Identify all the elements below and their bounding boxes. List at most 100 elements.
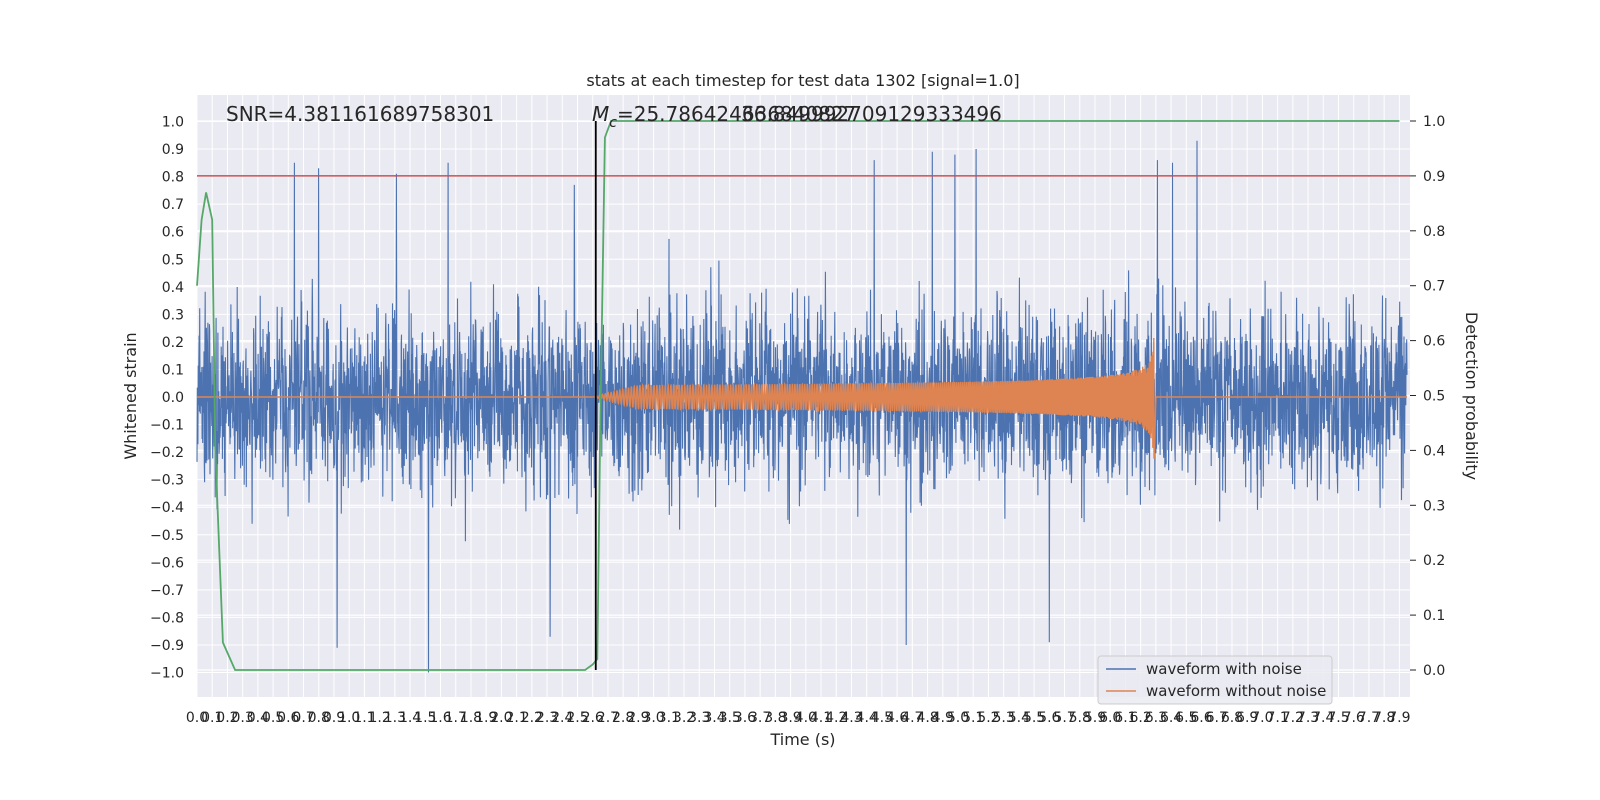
chirp-mass-symbol: M (592, 102, 609, 126)
x-tick-label: 0.3 (232, 710, 254, 726)
y2-tick-label: 0.5 (1423, 389, 1445, 405)
y-axis-ticks: 1.0 0.9 0.8 0.7 0.6 0.5 0.4 0.3 0.2 0.1 0.0 −0.1 −0.… (150, 115, 184, 682)
chart-title: stats at each timestep for test data 130… (586, 71, 1019, 90)
x-tick-label: 7.7 (1358, 710, 1380, 726)
y-tick-label: −0.7 (150, 583, 184, 599)
y-tick-label: 1.0 (162, 115, 184, 131)
x-tick-label: 1.3 (384, 710, 406, 726)
x-tick-label: 5.6 (1038, 710, 1060, 726)
x-tick-label: 5.8 (1069, 710, 1091, 726)
x-tick-label: 1.8 (460, 710, 482, 726)
noise-line (196, 140, 1408, 673)
x-tick-label: 4.3 (840, 710, 862, 726)
y-tick-label: −0.4 (150, 500, 184, 516)
x-tick-label: 6.6 (1190, 710, 1212, 726)
x-tick-label: 2.9 (627, 710, 649, 726)
y-tick-label: −0.6 (150, 555, 184, 571)
chirp-line (592, 337, 1407, 459)
y-tick-label: 0.9 (162, 142, 184, 158)
y-tick-label: 0.5 (162, 252, 184, 268)
x-tick-label: 4.9 (932, 710, 954, 726)
y2-tick-label: 0.6 (1423, 334, 1445, 350)
series-detection-probability (196, 120, 1400, 671)
x-tick-label: 5.5 (1023, 710, 1045, 726)
x-tick-label: 2.5 (566, 710, 588, 726)
y-tick-label: 0.2 (162, 335, 184, 351)
x-tick-label: 2.2 (521, 710, 543, 726)
y-axis-label: Whitened strain (121, 332, 140, 459)
x-tick-label: 6.7 (1206, 710, 1228, 726)
y-tick-label: 0.4 (162, 280, 184, 296)
x-tick-label: 3.5 (719, 710, 741, 726)
x-tick-label: 3.4 (703, 710, 725, 726)
x-tick-label: 7.0 (1251, 710, 1273, 726)
snr-annotation: SNR=4.381161689758301 (226, 102, 494, 126)
y2-tick-label: 0.2 (1423, 553, 1445, 569)
x-tick-label: 5.4 (1008, 710, 1030, 726)
x-tick-label: 2.3 (536, 710, 558, 726)
y2-tick-label: 0.4 (1423, 443, 1445, 459)
x-tick-label: 1.0 (338, 710, 360, 726)
x-tick-label: 3.1 (658, 710, 680, 726)
y-tick-label: −0.5 (150, 528, 184, 544)
reference-lines (197, 121, 1410, 670)
x-tick-label: 5.3 (993, 710, 1015, 726)
x-tick-label: 0.9 (323, 710, 345, 726)
y-tick-label: 0.6 (162, 225, 184, 241)
y2-tick-label: 0.9 (1423, 169, 1445, 185)
x-tick-label: 5.1 (962, 710, 984, 726)
x-tick-label: 6.2 (1130, 710, 1152, 726)
y2-tick-label: 1.0 (1423, 114, 1445, 130)
x-tick-label: 7.6 (1343, 710, 1365, 726)
x-tick-label: 5.7 (1053, 710, 1075, 726)
legend-label-clean: waveform without noise (1146, 682, 1326, 700)
x-tick-label: 3.7 (749, 710, 771, 726)
x-tick-label: 1.2 (369, 710, 391, 726)
x-tick-label: 4.0 (795, 710, 817, 726)
x-tick-label: 2.7 (597, 710, 619, 726)
x-tick-label: 4.8 (916, 710, 938, 726)
x-tick-label: 2.4 (551, 710, 573, 726)
x-tick-label: 5.9 (1084, 710, 1106, 726)
x-tick-label: 3.0 (642, 710, 664, 726)
y-tick-label: 0.0 (162, 390, 184, 406)
x-tick-label: 4.2 (825, 710, 847, 726)
x-tick-label: 5.0 (947, 710, 969, 726)
y-tick-label: 0.7 (162, 197, 184, 213)
x-tick-label: 6.5 (1175, 710, 1197, 726)
x-tick-label: 4.4 (856, 710, 878, 726)
x-tick-label: 7.2 (1282, 710, 1304, 726)
x-tick-label: 6.3 (1145, 710, 1167, 726)
y-tick-label: −1.0 (150, 666, 184, 682)
x-tick-label: 0.7 (292, 710, 314, 726)
x-tick-label: 7.8 (1373, 710, 1395, 726)
chirp-mass-value: =25.786424636840827 (617, 102, 856, 126)
y-tick-label: −0.2 (150, 445, 184, 461)
x-tick-label: 3.2 (673, 710, 695, 726)
x-tick-label: 0.4 (247, 710, 269, 726)
x-tick-label: 4.7 (901, 710, 923, 726)
x-tick-label: 1.5 (414, 710, 436, 726)
y-tick-label: −0.9 (150, 638, 184, 654)
y-tick-label: −0.3 (150, 473, 184, 489)
x-tick-label: 0.8 (308, 710, 330, 726)
x-tick-label: 7.1 (1266, 710, 1288, 726)
y-tick-label: 0.8 (162, 170, 184, 186)
series-waveform-with-noise (196, 140, 1408, 673)
y-tick-label: 0.3 (162, 307, 184, 323)
x-tick-label: 4.1 (810, 710, 832, 726)
x-tick-label: 0.6 (277, 710, 299, 726)
x-tick-label: 7.9 (1388, 710, 1410, 726)
y-tick-label: −0.8 (150, 610, 184, 626)
x-tick-label: 0.1 (201, 710, 223, 726)
x-tick-label: 1.7 (445, 710, 467, 726)
x-tick-label: 2.1 (505, 710, 527, 726)
y2-tick-label: 0.7 (1423, 279, 1445, 295)
x-tick-label: 1.1 (353, 710, 375, 726)
y2-axis-ticks: 1.0 0.9 0.8 0.7 0.6 0.5 0.4 0.3 0.2 0.1 0.0 (1410, 114, 1445, 679)
x-tick-label: 6.8 (1221, 710, 1243, 726)
x-tick-label: 2.8 (612, 710, 634, 726)
x-axis-ticks: 0.00.10.20.30.40.50.60.70.80.91.01.11.21… (186, 710, 1411, 726)
x-tick-label: 7.4 (1312, 710, 1334, 726)
